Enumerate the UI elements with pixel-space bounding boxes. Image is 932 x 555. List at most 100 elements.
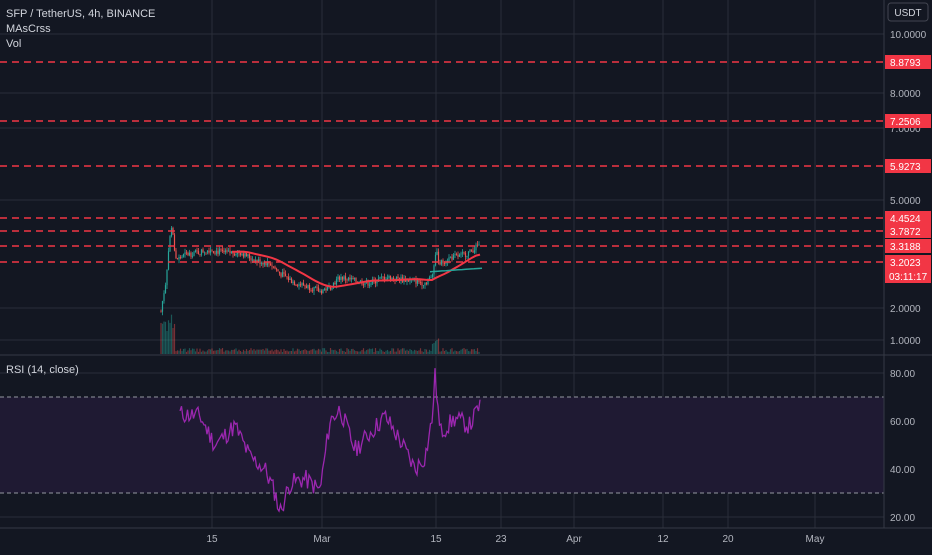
candle-body	[208, 250, 210, 253]
currency-button[interactable]: USDT	[887, 2, 929, 22]
candle-body	[424, 283, 426, 286]
candle-body	[166, 269, 168, 286]
candle-body	[206, 250, 209, 253]
volume-bar	[184, 348, 186, 354]
level-tag-value: 5.9273	[890, 162, 921, 173]
volume-bar	[343, 351, 345, 354]
volume-bar	[335, 350, 338, 354]
volume-bar	[388, 351, 390, 354]
candle-body	[362, 284, 365, 286]
volume-bar	[253, 349, 255, 354]
volume-bar	[397, 348, 399, 354]
price-axis-ticks: 10.0000 8.0000 7.0000 5.0000 2.0000 1.0000	[890, 30, 927, 347]
candle-body	[217, 250, 219, 254]
volume-bar	[257, 349, 260, 354]
countdown-timer: 03:11:17	[889, 272, 928, 283]
candle-body	[283, 272, 285, 274]
symbol-title[interactable]: SFP / TetherUS, 4h, BINANCE	[6, 8, 155, 20]
volume-bar	[352, 348, 354, 354]
candle-body	[329, 285, 332, 290]
candle-body	[364, 282, 366, 285]
candle-body	[218, 249, 221, 254]
candle-body	[164, 285, 167, 294]
volume-bar	[238, 349, 240, 354]
volume-bar	[380, 349, 383, 354]
candle-body	[461, 252, 464, 254]
candle-body	[421, 282, 423, 286]
candle-body	[319, 290, 321, 292]
volume-bar	[232, 349, 234, 354]
volume-bar	[236, 351, 239, 354]
candle-body	[323, 288, 326, 290]
candle-body	[182, 254, 185, 257]
rsi-legend[interactable]: RSI (14, close)	[6, 364, 79, 376]
volume-bar	[190, 350, 192, 354]
candle-body	[197, 251, 200, 254]
volume-bar	[448, 351, 450, 354]
volume-bar	[377, 351, 380, 354]
volume-bar	[320, 351, 323, 354]
volume-bar	[364, 351, 366, 354]
volume-bar	[182, 348, 185, 354]
volume-bar	[292, 348, 294, 354]
candle-body	[245, 252, 248, 257]
volume-bar	[398, 350, 401, 354]
indicator-mascrss[interactable]: MAsCrss	[6, 23, 51, 35]
volume-bar	[287, 351, 290, 354]
price-tick: 5.0000	[890, 196, 921, 207]
volume-bar	[259, 349, 261, 354]
volume-bar	[329, 348, 332, 354]
volume-bar	[281, 351, 284, 354]
candle-body	[310, 290, 312, 291]
level-tag-bg	[885, 114, 931, 128]
candle-body	[455, 254, 458, 256]
volume-bar	[338, 348, 341, 354]
time-axis-labels: 15 Mar 15 23 Apr 12 20 May	[206, 534, 824, 545]
candle-body	[418, 279, 420, 283]
candle-body	[188, 252, 191, 256]
volume-bar	[251, 350, 254, 354]
candle-body	[161, 301, 164, 312]
volume-bar	[221, 348, 224, 354]
volume-bar	[466, 348, 468, 354]
candle-body	[191, 255, 194, 257]
volume-bar	[200, 351, 203, 354]
volume-bar	[241, 351, 243, 354]
candle-body	[470, 249, 473, 251]
volume-bar	[164, 321, 167, 354]
volume-bar	[472, 349, 474, 354]
candle-body	[284, 273, 287, 277]
candle-body	[199, 253, 201, 255]
volume-bar	[389, 350, 392, 354]
candle-body	[451, 256, 453, 260]
price-candles	[160, 225, 480, 316]
candle-body	[205, 252, 207, 254]
candle-body	[257, 259, 260, 263]
candle-body	[407, 279, 410, 282]
volume-bar	[196, 348, 198, 354]
candle-body	[389, 276, 392, 281]
volume-bar	[191, 348, 194, 354]
candle-body	[382, 276, 384, 278]
level-tag-value: 3.2023	[890, 258, 921, 269]
volume-bar	[437, 338, 440, 354]
volume-bar	[304, 349, 306, 354]
candle-body	[299, 284, 302, 286]
volume-bar	[274, 349, 276, 354]
price-levels	[0, 61, 884, 263]
volume-bar	[311, 349, 314, 354]
rsi-overbought-band	[0, 397, 884, 493]
candle-body	[433, 265, 435, 275]
volume-bar	[379, 348, 381, 354]
candle-body	[388, 276, 390, 278]
candle-body	[248, 254, 251, 259]
candle-body	[430, 276, 432, 278]
candle-body	[335, 279, 338, 285]
candle-body	[244, 252, 246, 257]
indicator-vol[interactable]: Vol	[6, 38, 21, 50]
candle-body	[247, 254, 249, 257]
candle-body	[220, 249, 222, 251]
volume-bar	[419, 348, 422, 354]
volume-bar	[239, 350, 242, 354]
